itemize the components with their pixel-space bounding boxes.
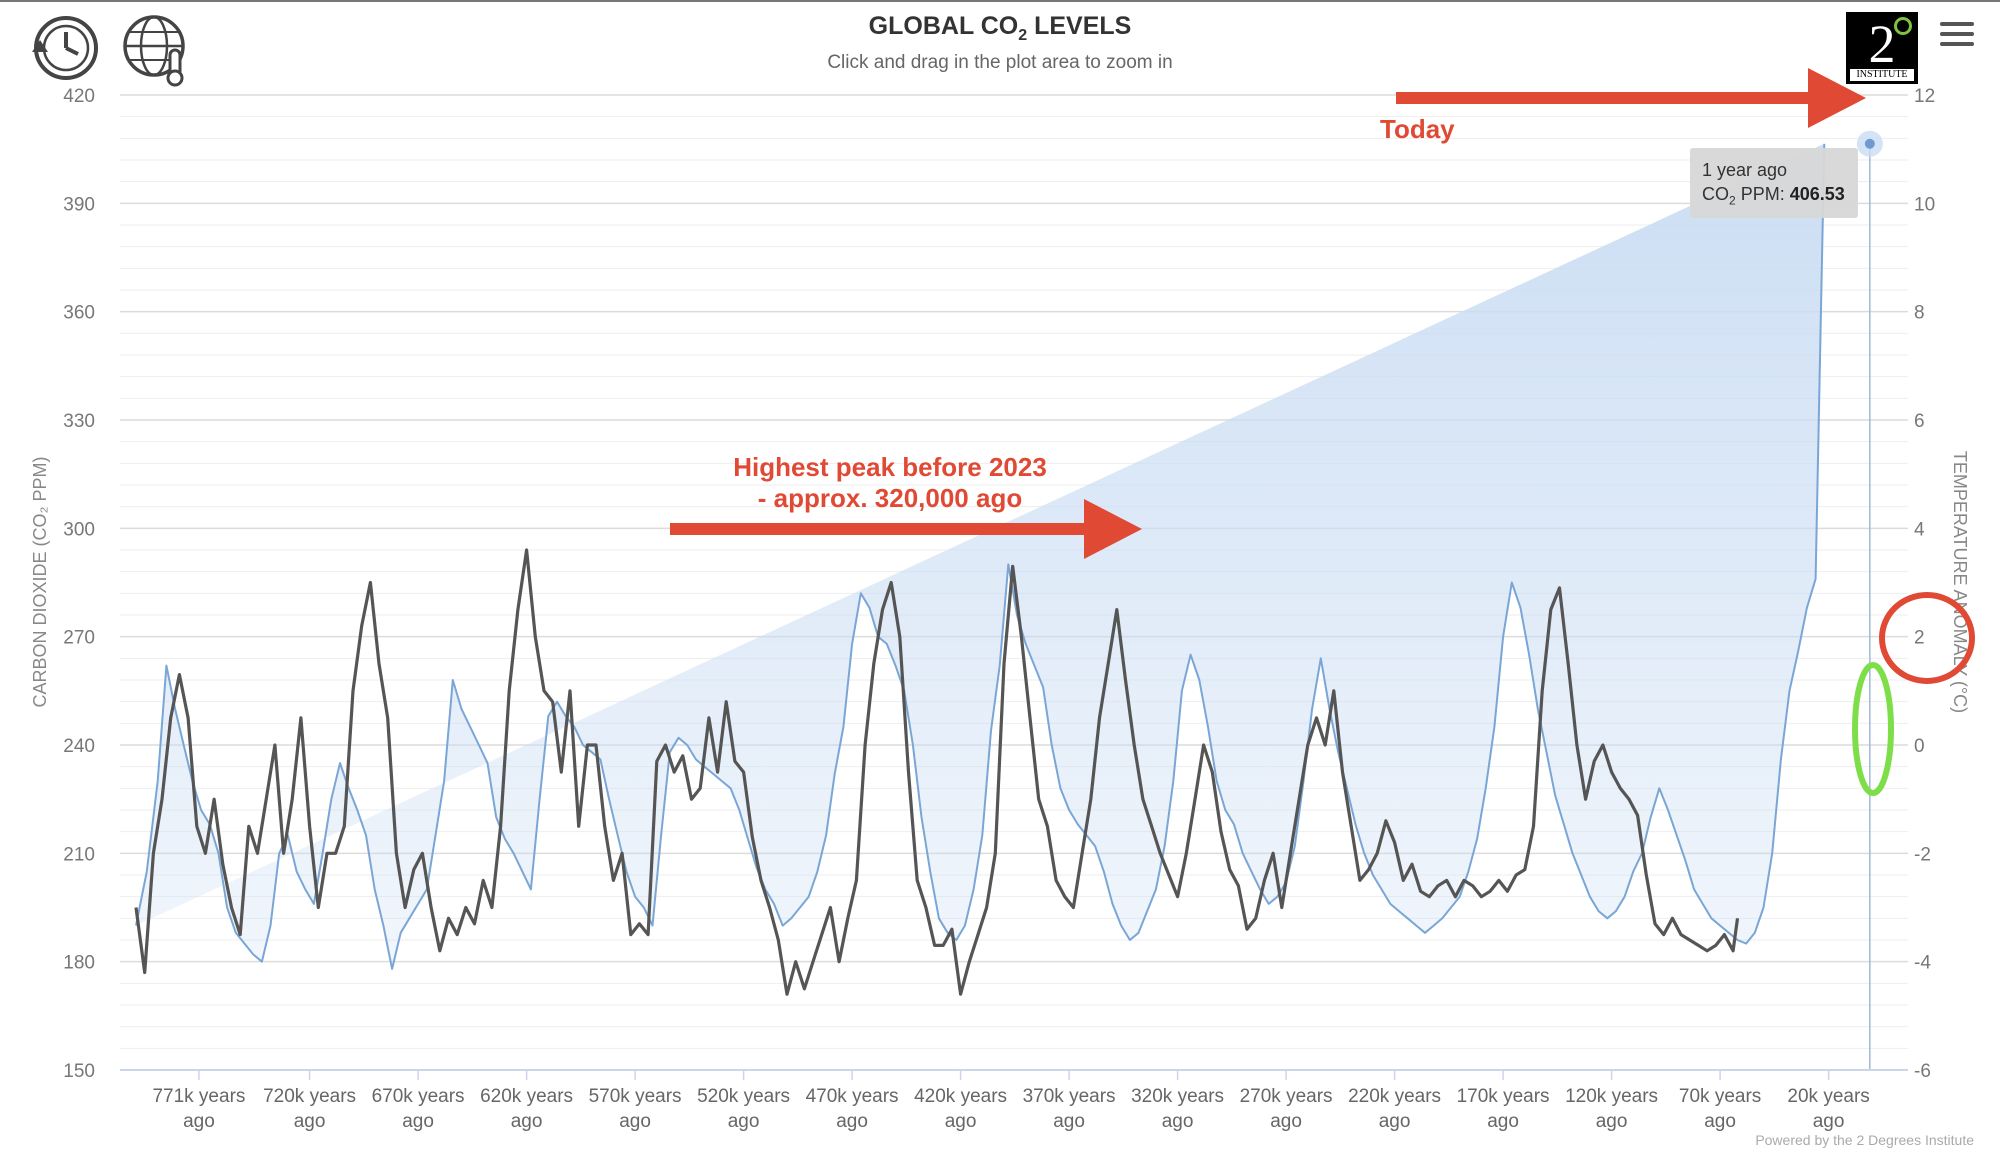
series-layer <box>134 130 1883 1070</box>
x-tick-label-line1: 320k years <box>1131 1086 1224 1107</box>
x-tick-label-line2: ago <box>511 1111 543 1132</box>
co2-series-line <box>135 143 1826 970</box>
y-left-tick-label: 270 <box>63 628 95 649</box>
red-highlight-circle <box>1879 592 1975 684</box>
y-right-tick-label: 6 <box>1914 411 1925 432</box>
x-tick-label-line2: ago <box>1379 1111 1411 1132</box>
hover-point <box>1864 138 1875 149</box>
tooltip-value-row: CO2 PPM: 406.53 <box>1702 184 1845 208</box>
history-clock-icon[interactable] <box>28 12 100 84</box>
x-tick-label-line2: ago <box>1487 1111 1519 1132</box>
globe-thermometer-icon[interactable] <box>120 12 192 87</box>
y-left-tick-label: 390 <box>63 194 95 215</box>
annotation-layer <box>670 68 1975 796</box>
hamburger-menu-icon[interactable] <box>1940 22 1974 50</box>
y-left-tick-label: 150 <box>63 1061 95 1082</box>
x-tick-label-line1: 470k years <box>806 1086 899 1107</box>
y-right-tick-label: 12 <box>1914 86 1935 107</box>
y-left-tick-label: 240 <box>63 736 95 757</box>
x-tick-label-line2: ago <box>1270 1111 1302 1132</box>
y-right-tick-label: 2 <box>1914 628 1925 649</box>
x-tick-label-line1: 420k years <box>914 1086 1007 1107</box>
x-tick-label-line2: ago <box>1053 1111 1085 1132</box>
two-degrees-logo[interactable]: 2 INSTITUTE <box>1846 12 1918 84</box>
degree-ring-icon <box>1894 17 1912 35</box>
y-left-tick-label: 210 <box>63 844 95 865</box>
x-tick-label-line1: 670k years <box>372 1086 465 1107</box>
x-tick-label-line2: ago <box>294 1111 326 1132</box>
chart-title: GLOBAL CO2 LEVELS <box>868 12 1132 44</box>
x-tick-label-line1: 520k years <box>697 1086 790 1107</box>
tooltip-time: 1 year ago <box>1702 160 1788 180</box>
top-border <box>0 0 2000 2</box>
y-left-tick-label: 180 <box>63 953 95 974</box>
x-tick-label-line1: 720k years <box>263 1086 356 1107</box>
x-tick-label-line1: 620k years <box>480 1086 573 1107</box>
y-left-axis-title: CARBON DIOXIDE (CO₂ PPM) <box>30 456 50 707</box>
x-tick-label-line2: ago <box>945 1111 977 1132</box>
x-tick-label-line1: 70k years <box>1679 1086 1761 1107</box>
axes-layer: 150 180 210 240 270 300 330 360 390 420 -6 -4 -2 0 2 4 6… <box>30 86 1970 1132</box>
tooltip-value: 406.53 <box>1789 184 1845 204</box>
x-tick-label-line2: ago <box>1704 1111 1736 1132</box>
y-right-tick-label: -2 <box>1914 844 1931 865</box>
y-right-tick-label: 4 <box>1914 519 1925 540</box>
x-tick-label-line2: ago <box>1813 1111 1845 1132</box>
y-left-tick-label: 360 <box>63 303 95 324</box>
x-tick-label-line1: 170k years <box>1457 1086 1550 1107</box>
x-tick-label-line1: 220k years <box>1348 1086 1441 1107</box>
chart-subtitle: Click and drag in the plot area to zoom … <box>827 52 1173 73</box>
x-tick-label-line2: ago <box>836 1111 868 1132</box>
y-right-tick-label: 8 <box>1914 303 1925 324</box>
temperature-series-line <box>134 548 1740 996</box>
x-tick-label-line1: 20k years <box>1787 1086 1869 1107</box>
y-left-tick-label: 330 <box>63 411 95 432</box>
x-tick-label-line1: 120k years <box>1565 1086 1658 1107</box>
x-tick-label-line1: 370k years <box>1023 1086 1116 1107</box>
y-right-tick-label: 10 <box>1914 194 1935 215</box>
y-right-tick-label: 0 <box>1914 736 1925 757</box>
y-right-axis-title: TEMPERATURE ANOMALY (°C) <box>1950 451 1970 713</box>
x-tick-label-line1: 771k years <box>152 1086 245 1107</box>
peak-annotation: Highest peak before 2023 - approx. 320,0… <box>733 452 1047 513</box>
y-left-tick-label: 300 <box>63 519 95 540</box>
x-tick-label-line2: ago <box>728 1111 760 1132</box>
green-highlight-ellipse <box>1852 662 1894 796</box>
x-tick-label-line1: 570k years <box>589 1086 682 1107</box>
y-right-tick-label: -4 <box>1914 953 1931 974</box>
y-left-tick-label: 420 <box>63 86 95 107</box>
x-tick-label-line2: ago <box>1596 1111 1628 1132</box>
x-tick-label-line2: ago <box>1162 1111 1194 1132</box>
x-tick-label-line2: ago <box>619 1111 651 1132</box>
data-tooltip: 1 year ago CO2 PPM: 406.53 <box>1690 148 1858 218</box>
x-tick-label-line1: 270k years <box>1240 1086 1333 1107</box>
peak-arrow-head <box>1084 499 1142 559</box>
today-annotation: Today <box>1380 114 1455 144</box>
y-right-tick-label: -6 <box>1914 1061 1931 1082</box>
x-tick-label-line2: ago <box>183 1111 215 1132</box>
credit-text: Powered by the 2 Degrees Institute <box>1755 1132 1974 1148</box>
co2-area-fill <box>136 143 1825 969</box>
today-arrow-head <box>1808 68 1866 128</box>
x-tick-label-line2: ago <box>402 1111 434 1132</box>
